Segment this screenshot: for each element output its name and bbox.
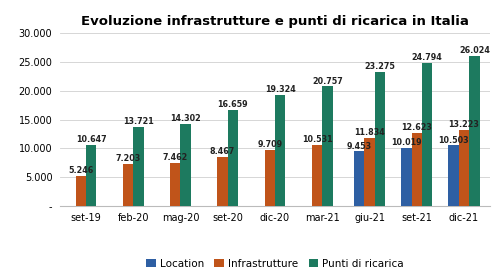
- Text: 14.302: 14.302: [170, 114, 201, 123]
- Title: Evoluzione infrastrutture e punti di ricarica in Italia: Evoluzione infrastrutture e punti di ric…: [81, 15, 469, 28]
- Bar: [133, 127, 143, 206]
- Bar: [218, 157, 228, 206]
- Bar: [459, 130, 469, 206]
- Legend: Location, Infrastrutture, Punti di ricarica: Location, Infrastrutture, Punti di ricar…: [142, 255, 408, 273]
- Bar: [322, 86, 332, 206]
- Bar: [469, 56, 480, 206]
- Bar: [422, 63, 432, 206]
- Text: 9.709: 9.709: [257, 140, 282, 149]
- Text: 23.275: 23.275: [364, 62, 396, 71]
- Bar: [364, 138, 374, 206]
- Text: 11.834: 11.834: [354, 128, 385, 137]
- Bar: [86, 145, 97, 206]
- Bar: [228, 110, 238, 206]
- Text: 9.453: 9.453: [346, 142, 372, 151]
- Text: 8.467: 8.467: [210, 147, 235, 156]
- Bar: [354, 152, 364, 206]
- Bar: [170, 163, 180, 206]
- Text: 12.623: 12.623: [402, 123, 432, 132]
- Bar: [180, 123, 191, 206]
- Text: 19.324: 19.324: [265, 85, 296, 94]
- Text: 10.531: 10.531: [302, 135, 332, 144]
- Text: 26.024: 26.024: [459, 46, 490, 55]
- Text: 7.462: 7.462: [162, 153, 188, 162]
- Bar: [312, 145, 322, 206]
- Text: 20.757: 20.757: [312, 77, 343, 86]
- Bar: [123, 164, 133, 206]
- Text: 10.503: 10.503: [438, 135, 469, 145]
- Bar: [401, 148, 411, 206]
- Text: 16.659: 16.659: [218, 100, 248, 109]
- Bar: [412, 133, 422, 206]
- Bar: [448, 145, 459, 206]
- Bar: [275, 95, 285, 206]
- Bar: [374, 72, 385, 206]
- Text: 24.794: 24.794: [412, 53, 442, 62]
- Bar: [264, 150, 275, 206]
- Text: 5.246: 5.246: [68, 166, 94, 175]
- Text: 13.223: 13.223: [448, 120, 480, 129]
- Text: 13.721: 13.721: [123, 117, 154, 126]
- Text: 10.019: 10.019: [391, 138, 422, 147]
- Text: 7.203: 7.203: [116, 155, 140, 163]
- Bar: [76, 176, 86, 206]
- Text: 10.647: 10.647: [76, 135, 106, 144]
